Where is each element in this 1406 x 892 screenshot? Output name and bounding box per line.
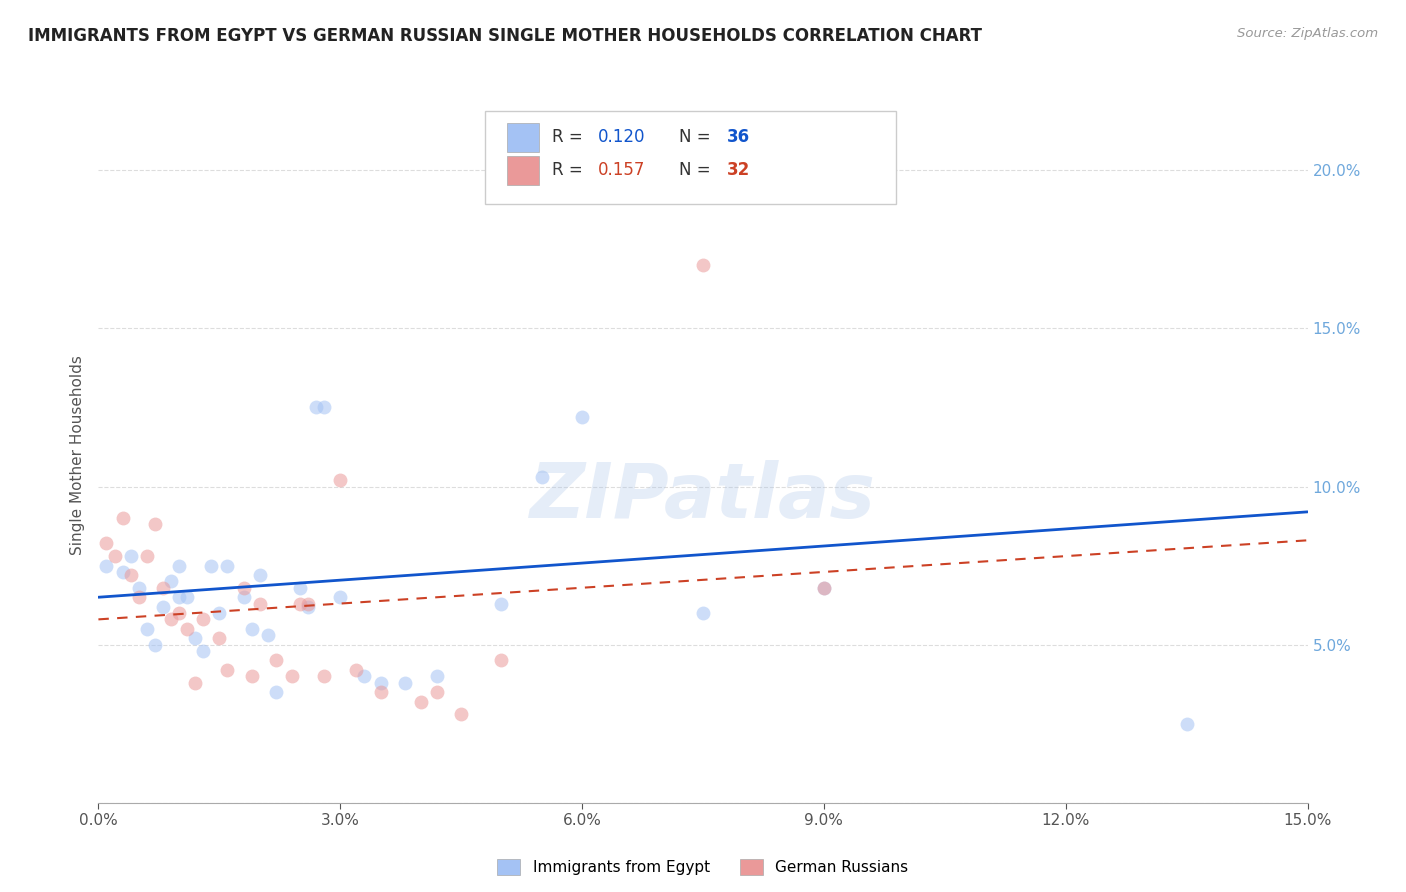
Point [128, 581, 150, 595]
Y-axis label: Single Mother Households: Single Mother Households [70, 355, 86, 555]
Text: 0.157: 0.157 [598, 161, 645, 179]
Point [329, 473, 352, 487]
Point [135, 549, 157, 563]
Point [176, 622, 198, 636]
Point [160, 612, 183, 626]
Point [571, 409, 593, 424]
Point [530, 470, 553, 484]
Point [353, 669, 375, 683]
Point [692, 258, 714, 272]
Point [120, 549, 142, 563]
Text: Source: ZipAtlas.com: Source: ZipAtlas.com [1237, 27, 1378, 40]
Point [491, 653, 513, 667]
Point [232, 581, 254, 595]
Point [249, 568, 271, 582]
Point [344, 663, 367, 677]
Point [288, 581, 311, 595]
Point [813, 581, 835, 595]
Point [96, 536, 118, 550]
Point [167, 606, 190, 620]
Point [96, 558, 118, 573]
Text: 32: 32 [727, 161, 751, 179]
Point [217, 558, 239, 573]
Point [297, 599, 319, 614]
Point [135, 622, 157, 636]
FancyBboxPatch shape [508, 156, 538, 185]
Point [491, 597, 513, 611]
Point [314, 669, 336, 683]
Point [264, 685, 287, 699]
Point [329, 591, 352, 605]
Point [314, 401, 336, 415]
Point [370, 685, 392, 699]
Point [128, 591, 150, 605]
Point [249, 597, 271, 611]
Point [120, 568, 142, 582]
Point [160, 574, 183, 589]
Point [281, 669, 304, 683]
Point [193, 612, 215, 626]
Point [692, 606, 714, 620]
Point [143, 638, 166, 652]
Point [176, 591, 198, 605]
Point [217, 663, 239, 677]
Point [256, 628, 278, 642]
Legend: Immigrants from Egypt, German Russians: Immigrants from Egypt, German Russians [494, 855, 912, 880]
FancyBboxPatch shape [508, 123, 538, 153]
Point [143, 517, 166, 532]
Point [193, 644, 215, 658]
Point [208, 606, 231, 620]
Text: IMMIGRANTS FROM EGYPT VS GERMAN RUSSIAN SINGLE MOTHER HOUSEHOLDS CORRELATION CHA: IMMIGRANTS FROM EGYPT VS GERMAN RUSSIAN … [28, 27, 983, 45]
Point [208, 632, 231, 646]
Text: N =: N = [679, 128, 716, 146]
FancyBboxPatch shape [485, 111, 897, 204]
Point [184, 632, 207, 646]
Point [167, 558, 190, 573]
Text: 36: 36 [727, 128, 751, 146]
Text: N =: N = [679, 161, 716, 179]
Point [167, 591, 190, 605]
Point [111, 565, 134, 579]
Point [305, 401, 328, 415]
Point [450, 707, 472, 722]
Point [232, 591, 254, 605]
Point [426, 669, 449, 683]
Point [297, 597, 319, 611]
Point [1175, 716, 1198, 731]
Text: R =: R = [553, 161, 588, 179]
Point [111, 511, 134, 525]
Point [200, 558, 222, 573]
Point [370, 675, 392, 690]
Point [394, 675, 416, 690]
Text: R =: R = [553, 128, 588, 146]
Point [264, 653, 287, 667]
Point [426, 685, 449, 699]
Point [103, 549, 125, 563]
Text: ZIPatlas: ZIPatlas [530, 459, 876, 533]
Text: 0.120: 0.120 [598, 128, 645, 146]
Point [240, 669, 263, 683]
Point [409, 695, 432, 709]
Point [813, 581, 835, 595]
Point [288, 597, 311, 611]
Point [152, 581, 174, 595]
Point [184, 675, 207, 690]
Point [240, 622, 263, 636]
Point [152, 599, 174, 614]
